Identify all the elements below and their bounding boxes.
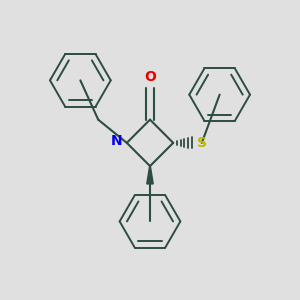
Text: O: O (144, 70, 156, 84)
Polygon shape (147, 166, 153, 184)
Text: S: S (197, 136, 207, 150)
Text: N: N (111, 134, 122, 148)
